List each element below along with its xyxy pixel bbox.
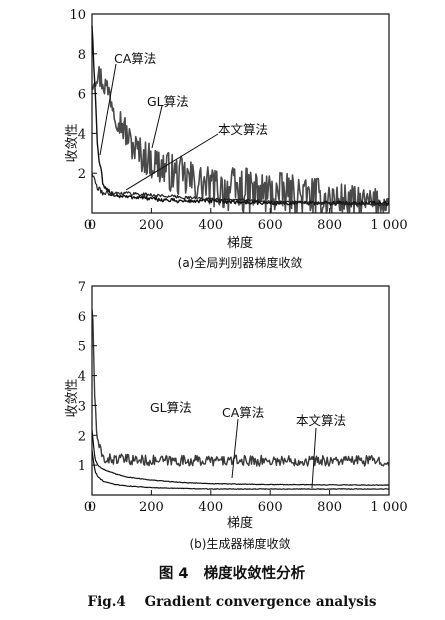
series-line-a-1 [91, 66, 390, 214]
x-tick-label: 600 [258, 218, 283, 233]
series-line-b-1 [91, 309, 390, 467]
series-line-b-2 [91, 429, 389, 486]
plot-frame-b [91, 285, 390, 496]
series-layer-a [91, 25, 390, 214]
series-line-a-2 [91, 25, 390, 206]
x-tick-label: 600 [258, 500, 283, 515]
figure-caption-zh: 图 4 梯度收敛性分析 [159, 564, 306, 582]
series-line-a-3 [91, 173, 389, 207]
x-tick-label: 200 [139, 218, 164, 233]
annotation-leader-ca-a [99, 63, 117, 156]
y-tick-label: 4 [78, 127, 86, 142]
annotation-label-gl-a: GL算法 [147, 94, 189, 109]
annotation-label-ca-b: CA算法 [222, 405, 264, 420]
annotation-leader-gl-a [151, 105, 163, 149]
x-tick-label: 800 [317, 218, 342, 233]
annotation-label-ours-b: 本文算法 [296, 413, 346, 428]
y-tick-label: 4 [78, 370, 86, 385]
y-tick-label: 6 [78, 88, 86, 103]
y-tick-label: 10 [69, 8, 86, 23]
x-tick-label: 0 [88, 218, 96, 233]
subtitle-a: (a)全局判别器梯度收敛 [178, 255, 303, 270]
annotation-label-ca-a: CA算法 [114, 51, 156, 66]
annotation-leader-ca-b [231, 418, 239, 479]
x-tick-label: 200 [139, 500, 164, 515]
plot-frame-a [91, 13, 390, 214]
annotation-label-gl-b: GL算法 [150, 400, 192, 415]
y-axis-label-b: 收敛性 [64, 378, 80, 417]
x-tick-label: 400 [198, 500, 223, 515]
annotation-leader-ours-a [125, 133, 219, 191]
y-tick-label: 3 [78, 399, 86, 414]
y-tick-label: 1 [78, 459, 86, 474]
ticks-layer-a: 0 200 400 600 800 1 000 0 2 4 6 8 10 [69, 8, 407, 233]
annotation-leader-ours-b [311, 427, 317, 489]
y-tick-label: 7 [78, 280, 86, 295]
annotation-label-ours-a: 本文算法 [218, 122, 268, 137]
y-tick-label: 8 [78, 48, 86, 63]
x-tick-label: 1 000 [370, 218, 407, 233]
chart-panel-b: 0 200 400 600 800 1 000 0 1 2 3 4 5 6 7 收敛性 梯度 (b)生成器… [64, 280, 408, 551]
chart-panel-a: 0 200 400 600 800 1 000 0 2 4 6 8 10 收敛性 梯度 (a)全局判别… [64, 8, 408, 270]
x-axis-label-a: 梯度 [227, 235, 253, 251]
x-tick-label: 1 000 [370, 500, 407, 515]
subtitle-b: (b)生成器梯度收敛 [190, 536, 291, 551]
series-line-b-3 [91, 450, 389, 490]
y-tick-label: 6 [78, 310, 86, 325]
y-axis-label-a: 收敛性 [64, 123, 80, 162]
origin-label: 0 [84, 500, 92, 515]
y-tick-label: 2 [78, 167, 86, 182]
y-tick-label: 5 [78, 340, 86, 355]
x-axis-label-b: 梯度 [227, 515, 253, 531]
x-tick-label: 800 [317, 500, 342, 515]
y-tick-label: 2 [78, 429, 86, 444]
figure-caption-en: Fig.4 Gradient convergence analysis [88, 594, 377, 610]
x-tick-label: 0 [88, 500, 96, 515]
series-layer-b [91, 309, 390, 490]
ticks-layer-b: 0 200 400 600 800 1 000 0 1 2 3 4 5 6 7 [78, 280, 408, 515]
origin-label: 0 [84, 218, 92, 233]
x-tick-label: 400 [198, 218, 223, 233]
